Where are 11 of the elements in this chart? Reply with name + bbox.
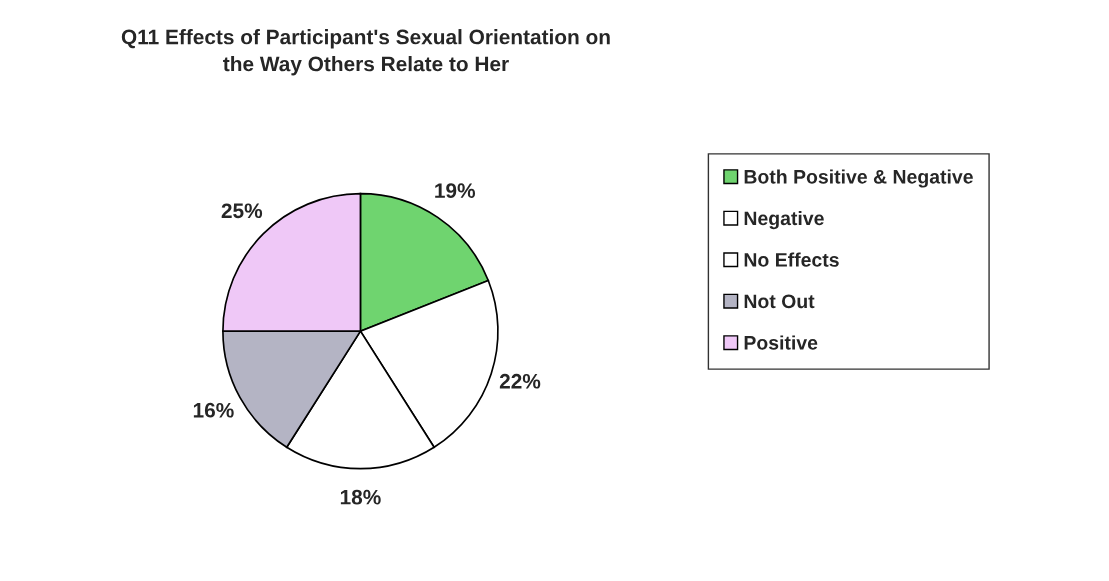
legend-label: No Effects — [744, 252, 839, 267]
data-label: 18% — [340, 489, 381, 505]
legend-label: Not Out — [744, 294, 815, 309]
legend-label: Positive — [744, 335, 818, 350]
legend-label: Negative — [744, 210, 824, 230]
legend-label: Both Positive & Negative — [744, 169, 973, 188]
data-label: 19% — [435, 183, 476, 198]
data-label: 16% — [193, 402, 234, 418]
data-label: 22% — [499, 373, 541, 389]
data-label: 25% — [221, 203, 263, 219]
chart-title: Q11 Effects of Participant's Sexual Orientation on the Way Others Relate to Her — [121, 29, 610, 76]
